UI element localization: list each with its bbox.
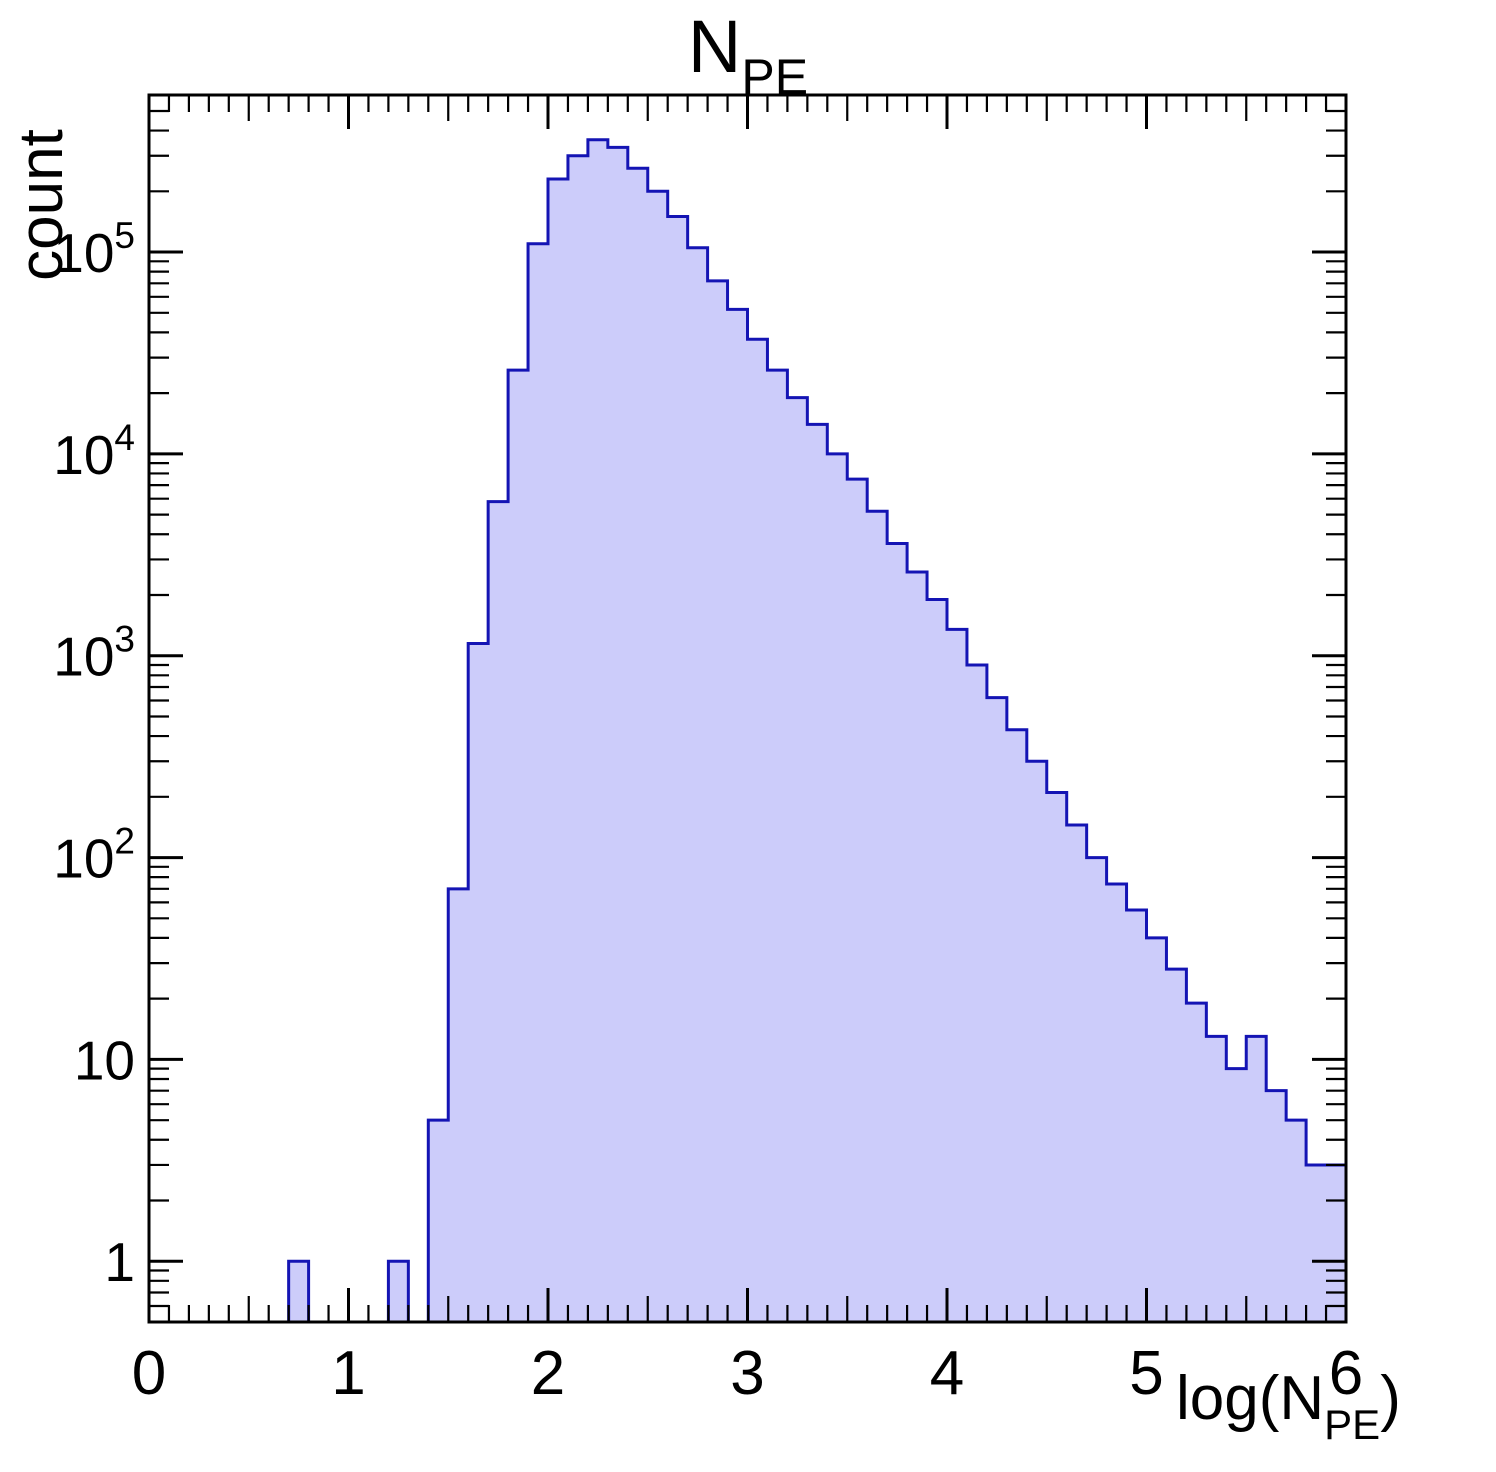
y-tick-label: 103 bbox=[53, 619, 135, 688]
y-tick-label: 102 bbox=[53, 821, 135, 890]
y-tick-label: 1 bbox=[104, 1231, 135, 1293]
y-tick-label: 105 bbox=[53, 215, 135, 284]
x-tick-label: 5 bbox=[1129, 1339, 1163, 1408]
x-tick-label: 1 bbox=[331, 1339, 365, 1408]
x-tick-label: 0 bbox=[132, 1339, 166, 1408]
chart-title: NPE bbox=[688, 5, 808, 105]
y-axis-ticks bbox=[149, 93, 1346, 1324]
x-tick-label: 3 bbox=[730, 1339, 764, 1408]
y-tick-label: 10 bbox=[74, 1029, 135, 1091]
chart-title-group: NPE bbox=[688, 5, 808, 105]
x-axis-title-group: log(NPE) bbox=[1176, 1364, 1401, 1448]
x-axis-ticks bbox=[147, 95, 1348, 1322]
x-tick-label: 4 bbox=[930, 1339, 964, 1408]
y-axis-title-group: count bbox=[7, 129, 76, 281]
y-axis-tick-labels: 1 10 102 103 104 105 bbox=[53, 215, 135, 1293]
x-axis-title: log(NPE) bbox=[1176, 1364, 1401, 1448]
y-axis-title: count bbox=[7, 129, 76, 281]
x-tick-label: 6 bbox=[1329, 1339, 1363, 1408]
x-tick-label: 2 bbox=[531, 1339, 565, 1408]
x-axis-tick-labels: 0 1 2 3 4 5 6 bbox=[132, 1339, 1363, 1408]
y-tick-label: 104 bbox=[53, 417, 135, 486]
